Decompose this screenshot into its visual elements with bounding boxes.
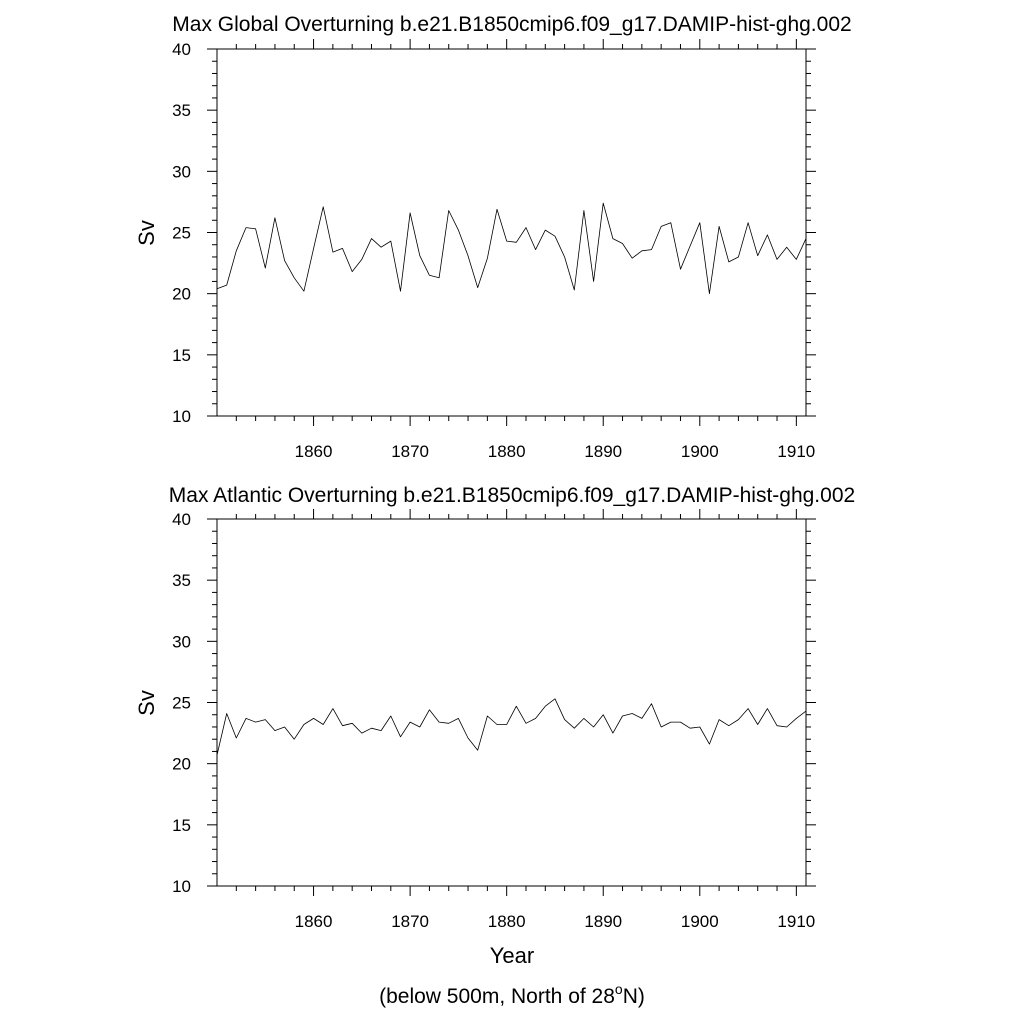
x-tick-label: 1860 [295,442,333,461]
footnote-prefix: (below 500m, North of 28 [379,985,615,1008]
footnote: (below 500m, North of 28oN) [379,981,645,1008]
chart-title-global: Max Global Overturning b.e21.B1850cmip6.… [172,13,851,36]
x-tick-label: 1860 [295,912,333,931]
global-overturning-panel: Max Global Overturning b.e21.B1850cmip6.… [134,13,852,461]
x-tick-label: 1880 [488,442,526,461]
y-tick-label: 40 [172,40,191,59]
y-tick-label: 40 [172,510,191,529]
y-axis-label-global: Sv [134,220,159,246]
y-tick-label: 15 [172,346,191,365]
y-tick-label: 25 [172,694,191,713]
footnote-degree-sup: o [615,981,623,997]
x-tick-label: 1900 [681,442,719,461]
y-tick-label: 35 [172,101,191,120]
plot-frame-global [216,48,807,417]
x-tick-label: 1900 [681,912,719,931]
x-axis-label: Year [490,943,534,968]
chart-title-atlantic: Max Atlantic Overturning b.e21.B1850cmip… [169,484,855,507]
y-tick-label: 35 [172,571,191,590]
x-tick-label: 1890 [584,442,622,461]
x-tick-label: 1910 [777,912,815,931]
y-tick-label: 20 [172,755,191,774]
y-tick-label: 25 [172,224,191,243]
y-axis-label-atlantic: Sv [134,690,159,716]
y-tick-label: 15 [172,816,191,835]
x-tick-label: 1870 [391,912,429,931]
y-tick-label: 20 [172,285,191,304]
series-line-atlantic [216,698,807,756]
footnote-suffix: N) [623,985,645,1008]
y-tick-label: 30 [172,162,191,181]
y-tick-label: 30 [172,632,191,651]
y-tick-label: 10 [172,407,191,426]
y-tick-label: 10 [172,877,191,896]
plot-frame-atlantic [216,518,807,887]
series-line-global [216,202,807,295]
x-tick-label: 1910 [777,442,815,461]
x-tick-label: 1880 [488,912,526,931]
x-tick-label: 1890 [584,912,622,931]
atlantic-overturning-panel: Max Atlantic Overturning b.e21.B1850cmip… [134,484,855,968]
x-tick-label: 1870 [391,442,429,461]
